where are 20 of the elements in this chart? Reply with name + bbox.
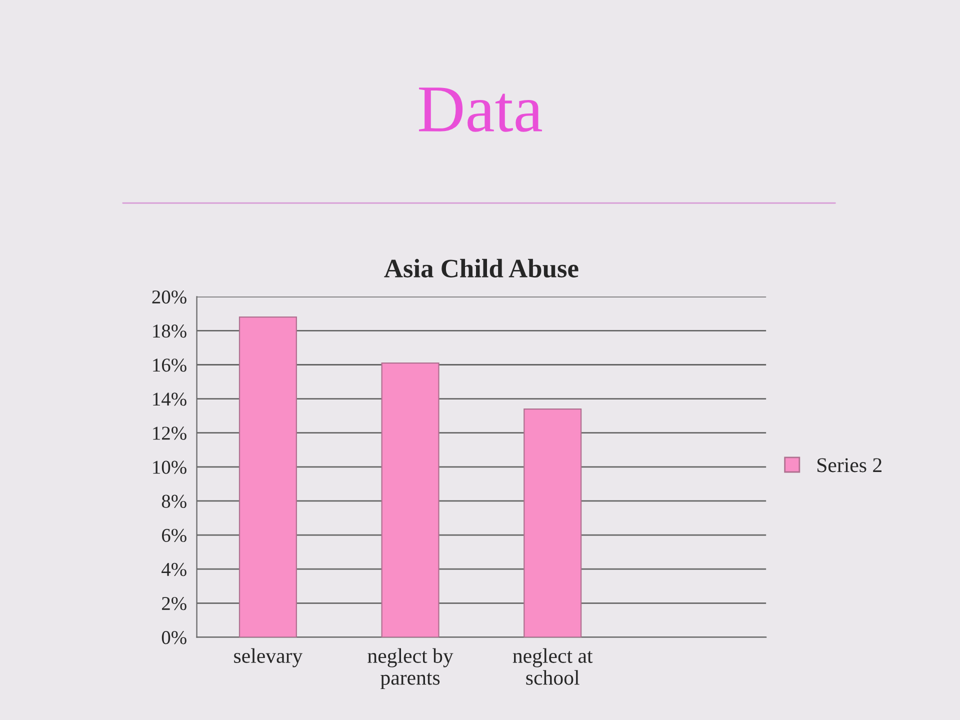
y-tick-label: 14% bbox=[153, 392, 186, 406]
y-tick-label: 20% bbox=[152, 290, 186, 304]
y-tick-label: 0% bbox=[162, 631, 186, 644]
x-tick-label: neglect at school bbox=[512, 648, 593, 685]
bar bbox=[238, 316, 297, 638]
legend-label: Series 2 bbox=[817, 458, 882, 472]
bar bbox=[381, 362, 440, 638]
y-tick-label: 12% bbox=[153, 426, 186, 440]
bar bbox=[524, 408, 582, 638]
y-tick-label: 4% bbox=[162, 562, 186, 576]
y-tick-label: 10% bbox=[153, 460, 186, 474]
chart-title: Data bbox=[418, 88, 542, 132]
chart-subtitle: Asia Child Abuse bbox=[384, 258, 578, 278]
y-tick-label: 2% bbox=[162, 596, 186, 610]
y-tick-label: 16% bbox=[153, 358, 186, 372]
x-tick-label: neglect by parents bbox=[368, 648, 454, 690]
y-tick-label: 18% bbox=[153, 324, 186, 338]
x-tick-label: selevary bbox=[234, 648, 303, 668]
y-tick-label: 8% bbox=[162, 494, 186, 508]
y-tick-label: 6% bbox=[162, 528, 186, 542]
